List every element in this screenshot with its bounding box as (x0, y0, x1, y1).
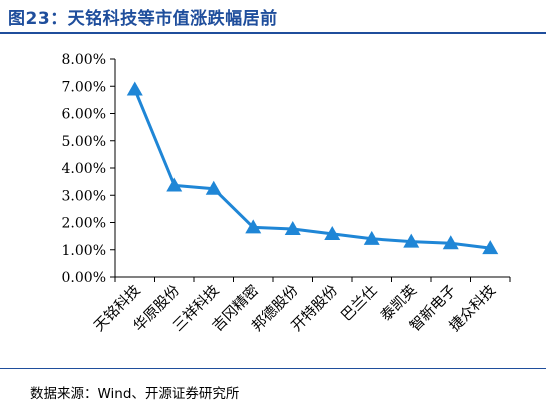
y-tick-label: 2.00% (62, 216, 106, 232)
data-point-marker (324, 225, 341, 240)
source-note: 数据来源：Wind、开源证券研究所 (30, 386, 240, 402)
line-chart: 0.00% 1.00% 2.00% 3.00% 4.00% 5.00% 6.00% 7.00%… (62, 52, 511, 335)
data-point-marker (442, 235, 459, 250)
y-tick-label: 8.00% (62, 52, 106, 68)
data-point-marker (205, 180, 222, 195)
data-point-marker (403, 233, 420, 248)
y-axis-ticks: 0.00% 1.00% 2.00% 3.00% 4.00% 5.00% 6.00% 7.00%… (62, 52, 115, 286)
y-tick-label: 5.00% (62, 134, 106, 150)
y-tick-label: 3.00% (62, 188, 106, 204)
y-tick-label: 0.00% (62, 270, 106, 286)
data-point-marker (245, 219, 262, 234)
y-tick-label: 1.00% (62, 243, 106, 259)
data-point-marker (363, 230, 380, 245)
y-tick-label: 6.00% (62, 107, 106, 123)
data-point-marker (166, 177, 183, 192)
title-underline (0, 32, 546, 34)
y-tick-label: 4.00% (62, 161, 106, 177)
y-tick-label: 7.00% (62, 79, 106, 95)
x-category-label: 巴兰仕 (338, 282, 381, 325)
figure-title: 图23：天铭科技等市值涨跌幅居前 (8, 9, 278, 29)
series-line (133, 88, 491, 250)
data-point-marker (482, 240, 499, 255)
data-point-marker (126, 81, 143, 96)
series-line-group (126, 81, 499, 255)
source-divider (0, 368, 546, 369)
data-point-marker (284, 221, 301, 236)
